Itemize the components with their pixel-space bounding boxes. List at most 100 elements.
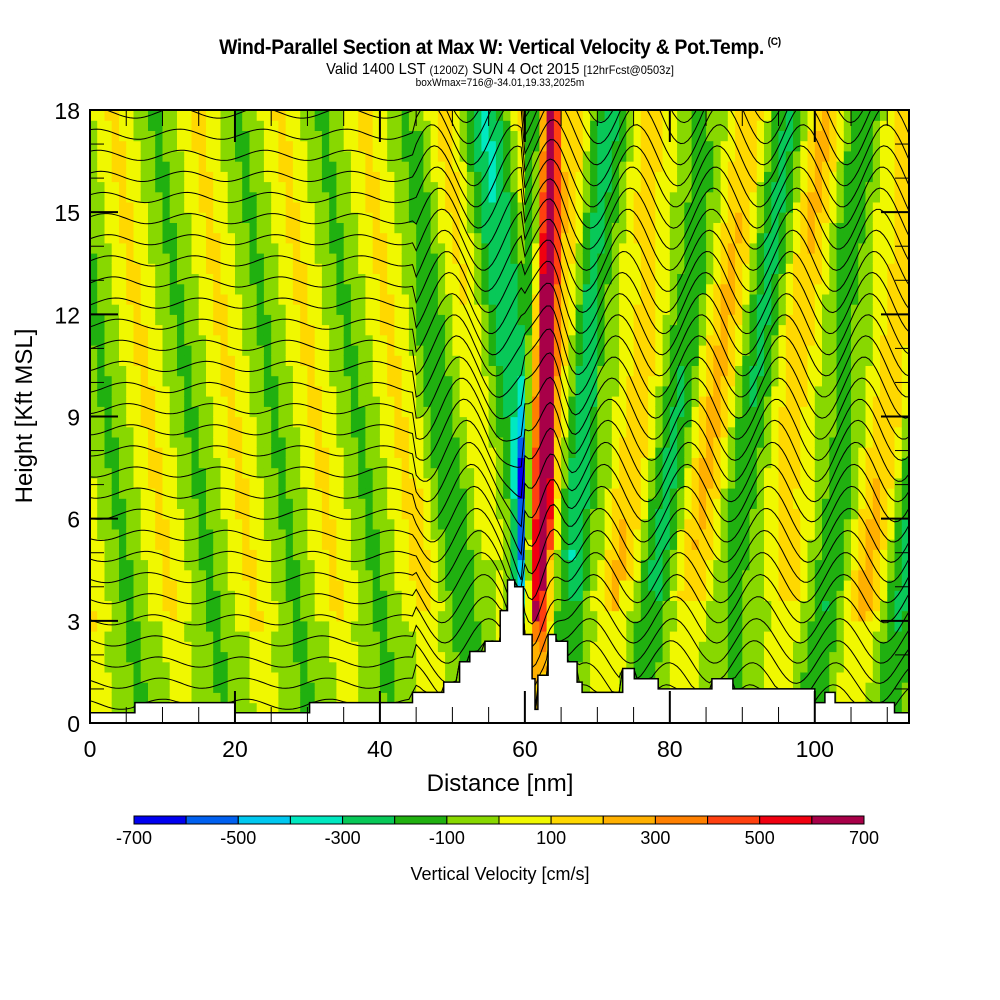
field-cell [553,477,562,489]
field-cell [336,232,345,244]
field-cell [648,242,656,254]
field-cell [662,396,671,407]
field-cell [97,661,105,673]
field-cell [162,488,171,499]
field-cell [626,191,635,203]
field-cell [220,477,229,489]
field-cell [235,569,243,581]
field-cell [611,447,620,458]
field-cell [169,334,178,346]
field-cell [568,253,577,264]
field-cell [314,692,323,704]
field-cell [162,692,171,704]
field-cell [350,375,359,387]
field-cell [300,641,308,653]
field-cell [278,345,287,356]
field-cell [669,242,678,254]
field-cell [626,140,635,152]
field-cell [162,651,171,663]
field-cell [633,569,642,581]
field-cell [263,580,272,591]
field-cell [184,436,192,448]
field-cell [481,549,490,561]
field-cell [532,232,540,244]
field-cell [307,671,316,683]
field-cell [350,559,359,571]
field-cell [466,590,475,601]
field-cell [235,324,243,336]
field-cell [430,559,439,571]
field-cell [590,120,598,131]
field-cell [111,508,120,520]
field-cell [568,426,577,438]
field-cell [372,447,381,458]
field-cell [292,498,301,509]
field-cell [633,293,642,305]
field-cell [256,201,265,213]
field-cell [350,253,359,264]
box-info: boxWmax=716@-34.01,19.33,2025m [415,77,585,89]
field-cell [655,539,664,550]
field-cell [445,201,453,213]
field-cell [220,110,229,121]
field-cell [626,222,635,234]
field-cell [133,528,142,540]
field-cell [437,375,446,387]
field-cell [133,426,142,438]
field-cell [358,518,366,530]
field-cell [191,457,200,469]
field-cell [474,631,482,642]
field-cell [292,590,301,601]
field-cell [387,201,395,213]
field-cell [539,518,548,530]
field-cell [321,580,330,591]
field-cell [365,559,374,571]
field-cell [133,467,142,479]
field-cell [394,171,403,183]
field-cell [169,498,178,509]
field-cell [350,406,359,418]
field-cell [640,304,649,315]
field-cell [307,385,316,397]
field-cell [177,539,185,550]
field-cell [423,232,432,244]
field-cell [387,130,395,142]
field-cell [532,171,540,183]
field-cell [575,314,584,326]
field-cell [336,467,345,479]
field-cell [126,569,134,581]
field-cell [401,150,410,162]
field-cell [379,416,388,428]
field-cell [466,477,475,489]
field-cell [437,610,446,622]
field-cell [546,365,555,377]
field-cell [401,416,410,428]
field-cell [213,488,221,499]
field-cell [235,110,243,121]
field-cell [553,508,562,520]
field-cell [314,671,323,683]
field-cell [126,150,134,162]
field-cell [546,293,555,305]
field-cell [669,140,678,152]
field-cell [126,467,134,479]
field-cell [162,375,171,387]
field-cell [626,559,635,571]
field-cell [169,539,178,550]
field-cell [633,508,642,520]
field-cell [655,314,664,326]
field-cell [401,110,410,121]
field-cell [452,590,461,601]
field-cell [662,641,671,653]
field-cell [582,293,591,305]
field-cell [177,201,185,213]
field-cell [111,457,120,469]
field-cell [495,130,504,142]
field-cell [329,304,337,315]
field-cell [408,293,417,305]
field-cell [546,426,555,438]
field-cell [155,498,163,509]
field-cell [256,447,265,458]
field-cell [365,498,374,509]
field-cell [568,508,577,520]
